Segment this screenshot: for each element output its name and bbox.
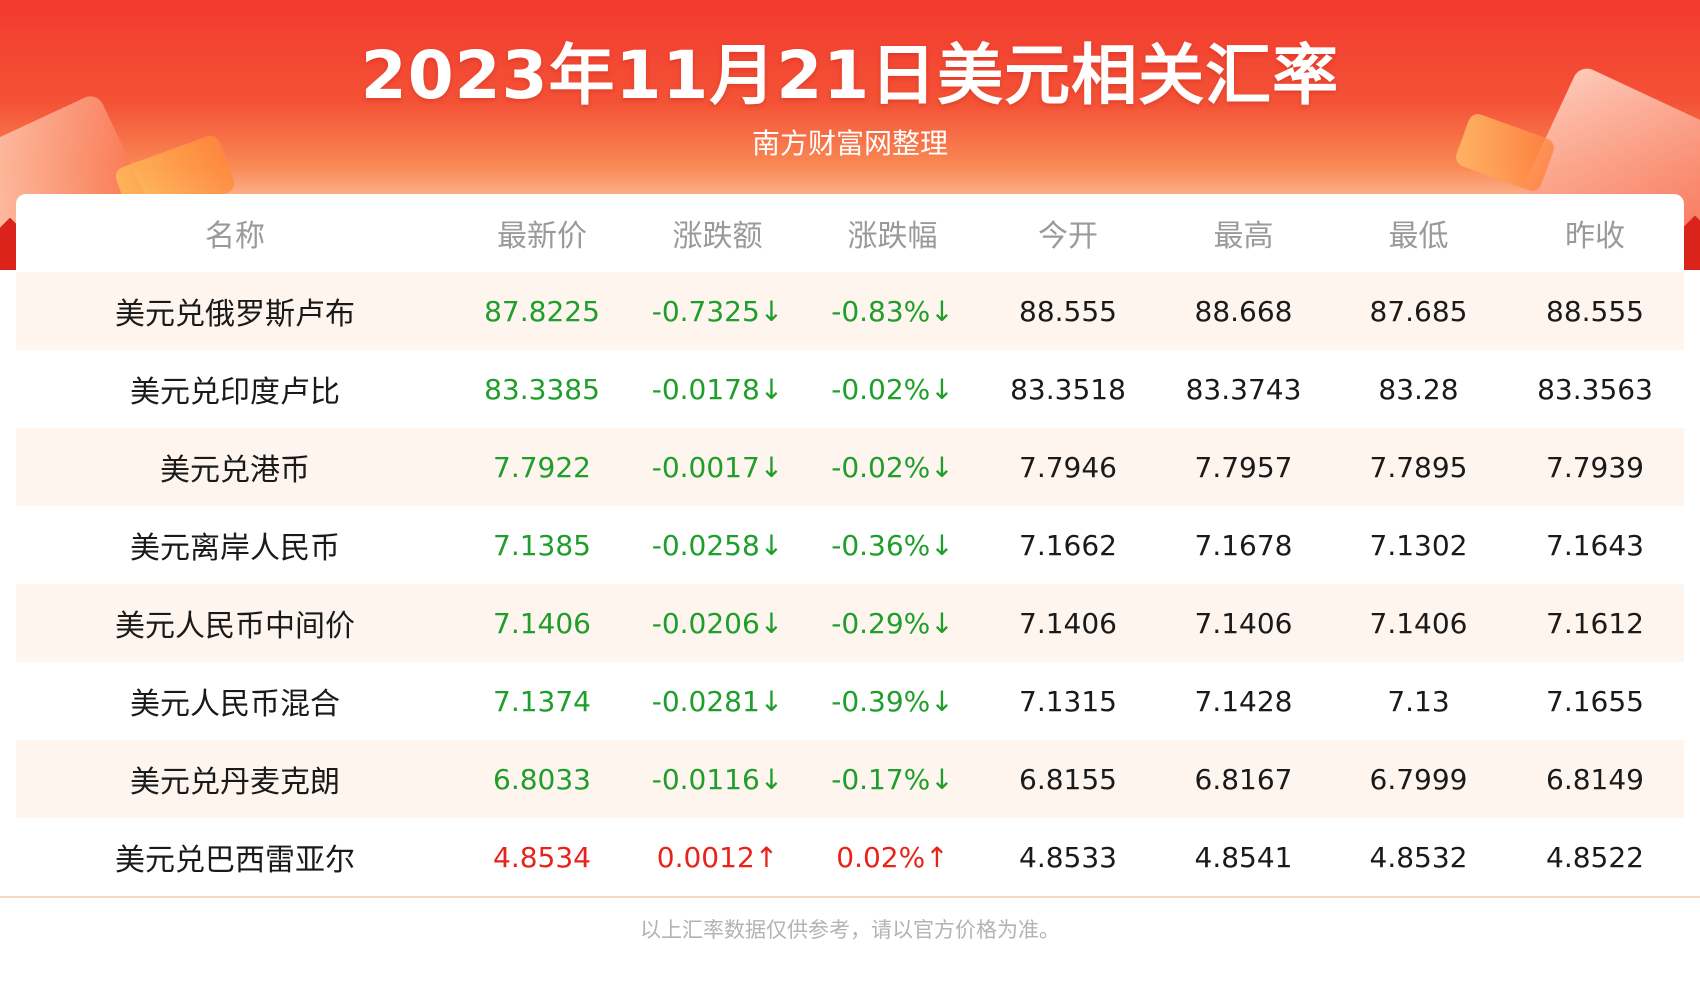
table-cell: 7.1302: [1369, 528, 1468, 562]
rates-card: 南方财富网 southmoney.com 名称最新价涨跌额涨跌幅今开最高最低昨收…: [16, 194, 1684, 896]
table-row: 美元兑港币 7.7922 -0.0017↓ -0.02%↓ 7.7946 7.7957 7.…: [16, 428, 1684, 506]
table-cell: 4.8522: [1546, 840, 1644, 874]
table-cell: 0.02%↑: [836, 840, 949, 874]
table-cell: 88.555: [1019, 294, 1117, 328]
table-cell: 4.8533: [1019, 840, 1117, 874]
column-header: 最低: [1388, 219, 1449, 254]
table-cell: 7.1315: [1019, 684, 1117, 718]
page-title: 2023年11月21日美元相关汇率: [360, 37, 1340, 114]
table-cell: 6.8155: [1019, 762, 1117, 796]
table-cell: -0.0281↓: [651, 684, 784, 718]
table-cell: -0.0206↓: [651, 606, 784, 640]
table-cell: -0.02%↓: [831, 372, 954, 406]
table-row: 美元人民币中间价 7.1406 -0.0206↓ -0.29%↓ 7.1406 7.140…: [16, 584, 1684, 662]
column-header: 最高: [1213, 219, 1274, 254]
table-cell: 87.685: [1369, 294, 1468, 328]
table-cell: 7.7957: [1194, 450, 1293, 484]
currency-pair-name: 美元兑印度卢比: [130, 375, 340, 410]
table-cell: -0.7325↓: [651, 294, 784, 328]
disclaimer-note: 以上汇率数据仅供参考，请以官方价格为准。: [640, 918, 1060, 942]
table-cell: -0.39%↓: [831, 684, 954, 718]
currency-pair-name: 美元人民币混合: [130, 687, 340, 722]
table-cell: 7.1406: [1369, 606, 1468, 640]
table-cell: 7.1612: [1546, 606, 1644, 640]
table-cell: 7.1385: [493, 528, 591, 562]
footer-divider: [0, 896, 1700, 898]
table-cell: -0.29%↓: [831, 606, 954, 640]
table-cell: 7.1406: [493, 606, 591, 640]
column-header: 今开: [1038, 219, 1098, 254]
table-cell: 4.8541: [1194, 840, 1293, 874]
table-cell: -0.0116↓: [651, 762, 784, 796]
table-cell: 88.668: [1194, 294, 1293, 328]
table-cell: 7.7922: [493, 450, 591, 484]
table-cell: 7.7895: [1369, 450, 1468, 484]
column-header: 名称: [205, 219, 265, 254]
table-cell: 88.555: [1546, 294, 1644, 328]
table-cell: -0.0258↓: [651, 528, 784, 562]
table-cell: 4.8532: [1369, 840, 1468, 874]
table-cell: 6.8033: [493, 762, 591, 796]
table-cell: 7.1374: [493, 684, 591, 718]
table-cell: -0.0178↓: [651, 372, 784, 406]
table-cell: 7.1406: [1194, 606, 1293, 640]
table-row: 美元兑丹麦克朗 6.8033 -0.0116↓ -0.17%↓ 6.8155 6.8167…: [16, 740, 1684, 818]
column-header: 昨收: [1565, 219, 1625, 254]
column-header: 最新价: [497, 219, 587, 254]
table-row: 美元兑俄罗斯卢布 87.8225 -0.7325↓ -0.83%↓ 88.555 88.6…: [16, 272, 1684, 350]
table-row: 美元人民币混合 7.1374 -0.0281↓ -0.39%↓ 7.1315 7.1428…: [16, 662, 1684, 740]
table-cell: 7.1662: [1019, 528, 1117, 562]
table-cell: 7.1643: [1546, 528, 1644, 562]
table-cell: -0.0017↓: [651, 450, 784, 484]
table-row: 美元离岸人民币 7.1385 -0.0258↓ -0.36%↓ 7.1662 7.1678…: [16, 506, 1684, 584]
table-row: 美元兑巴西雷亚尔 4.8534 0.0012↑ 0.02%↑ 4.8533 4.8541 4…: [16, 818, 1684, 896]
table-cell: 87.8225: [484, 294, 600, 328]
currency-pair-name: 美元兑丹麦克朗: [130, 765, 340, 800]
table-cell: 83.28: [1378, 372, 1459, 406]
table-cell: 7.1678: [1194, 528, 1293, 562]
currency-pair-name: 美元兑巴西雷亚尔: [115, 843, 355, 878]
table-cell: 83.3385: [484, 372, 600, 406]
table-cell: 4.8534: [493, 840, 591, 874]
table-cell: 6.8149: [1546, 762, 1644, 796]
table-cell: 7.7946: [1019, 450, 1117, 484]
currency-pair-name: 美元兑俄罗斯卢布: [115, 297, 355, 332]
table-cell: 7.1406: [1019, 606, 1117, 640]
table-cell: 0.0012↑: [656, 840, 779, 874]
currency-pair-name: 美元人民币中间价: [115, 609, 355, 644]
table-cell: -0.02%↓: [831, 450, 954, 484]
table-cell: 83.3743: [1185, 372, 1302, 406]
table-cell: 83.3518: [1010, 372, 1126, 406]
table-cell: -0.36%↓: [831, 528, 954, 562]
table-cell: -0.83%↓: [831, 294, 954, 328]
column-header: 涨跌幅: [847, 219, 938, 254]
table-header: 名称 最新价 涨跌额 涨跌幅 今开 最高 最低 昨收: [16, 194, 1684, 272]
currency-pair-name: 美元兑港币: [160, 453, 310, 488]
page-subtitle: 南方财富网整理: [751, 127, 948, 160]
table-cell: 6.7999: [1369, 762, 1468, 796]
column-header: 涨跌额: [672, 219, 763, 254]
table-cell: 7.1655: [1546, 684, 1644, 718]
table-cell: 7.1428: [1194, 684, 1293, 718]
table-cell: -0.17%↓: [831, 762, 954, 796]
table-cell: 7.13: [1387, 684, 1450, 718]
table-cell: 7.7939: [1546, 450, 1644, 484]
table-cell: 6.8167: [1194, 762, 1293, 796]
currency-pair-name: 美元离岸人民币: [130, 531, 340, 566]
table-row: 美元兑印度卢比 83.3385 -0.0178↓ -0.02%↓ 83.3518 83.3…: [16, 350, 1684, 428]
rates-table: 名称 最新价 涨跌额 涨跌幅 今开 最高 最低 昨收 美元兑俄罗斯卢布 87.8225 -0.73…: [16, 194, 1684, 896]
table-cell: 83.3563: [1537, 372, 1653, 406]
